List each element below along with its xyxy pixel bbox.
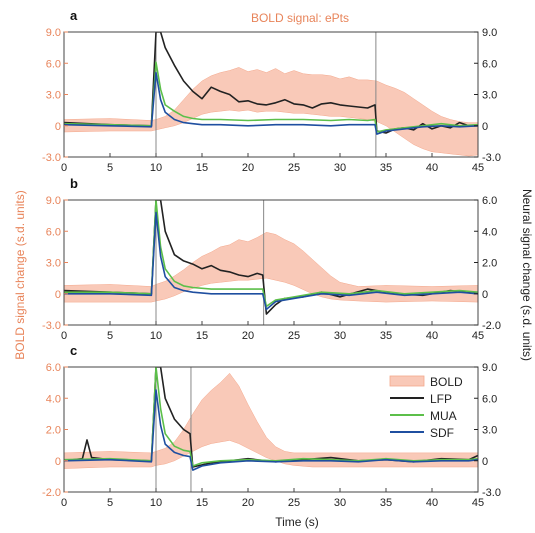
right-tick-label-c: 9.0 bbox=[482, 362, 497, 374]
left-tick-label-a: -3.0 bbox=[42, 152, 61, 164]
right-tick-label-a: 6.0 bbox=[482, 58, 497, 70]
x-tick-label-b: 10 bbox=[150, 330, 162, 342]
panel-letter-a: a bbox=[70, 8, 78, 23]
legend-label-sdf: SDF bbox=[430, 426, 454, 440]
x-tick-label-b: 25 bbox=[288, 330, 300, 342]
left-tick-label-c: 6.0 bbox=[46, 362, 61, 374]
left-tick-label-c: 2.0 bbox=[46, 425, 61, 437]
series-mua-b bbox=[64, 200, 478, 308]
left-tick-label-c: 4.0 bbox=[46, 393, 61, 405]
left-tick-label-a: 0 bbox=[55, 121, 61, 133]
legend-label-mua: MUA bbox=[430, 409, 457, 423]
legend-swatch-bold bbox=[389, 375, 425, 387]
series-sdf-a bbox=[64, 71, 478, 135]
left-tick-label-c: -2.0 bbox=[42, 487, 61, 499]
left-y-axis-label: BOLD signal change (s.d. units) bbox=[13, 190, 27, 359]
x-tick-label-c: 20 bbox=[242, 497, 254, 509]
right-tick-label-a: 0 bbox=[482, 121, 488, 133]
left-tick-label-b: 0 bbox=[55, 289, 61, 301]
right-tick-label-c: 3.0 bbox=[482, 425, 497, 437]
right-tick-label-b: 4.0 bbox=[482, 226, 497, 238]
x-tick-label-a: 20 bbox=[242, 162, 254, 174]
x-tick-label-b: 45 bbox=[472, 330, 484, 342]
x-tick-label-a: 0 bbox=[61, 162, 67, 174]
legend-label-bold: BOLD bbox=[430, 375, 463, 389]
bold-envelope-a bbox=[64, 67, 478, 157]
series-sdf-c bbox=[64, 389, 478, 471]
panel-c: -2.002.04.06.0-3.003.06.09.00 5 10 15 20 25 30… bbox=[42, 343, 501, 509]
x-tick-label-b: 0 bbox=[61, 330, 67, 342]
right-tick-label-c: 6.0 bbox=[482, 393, 497, 405]
series-mua-c bbox=[64, 367, 478, 467]
x-tick-label-a: 35 bbox=[380, 162, 392, 174]
x-tick-label-b: 40 bbox=[426, 330, 438, 342]
left-tick-label-a: 3.0 bbox=[46, 90, 61, 102]
left-tick-label-a: 6.0 bbox=[46, 58, 61, 70]
x-tick-label-c: 35 bbox=[380, 497, 392, 509]
x-tick-label-a: 15 bbox=[196, 162, 208, 174]
x-tick-label-a: 10 bbox=[150, 162, 162, 174]
right-tick-label-b: 0 bbox=[482, 289, 488, 301]
right-tick-label-a: 9.0 bbox=[482, 27, 497, 39]
panel-b: -3.003.06.09.0-2.002.04.06.00 5 10 15 20 25 30… bbox=[42, 176, 501, 342]
x-tick-label-c: 0 bbox=[61, 497, 67, 509]
x-axis-label: Time (s) bbox=[275, 515, 319, 529]
right-tick-label-b: 6.0 bbox=[482, 195, 497, 207]
left-tick-label-c: 0 bbox=[55, 456, 61, 468]
left-tick-label-b: 9.0 bbox=[46, 195, 61, 207]
x-tick-label-a: 45 bbox=[472, 162, 484, 174]
x-tick-label-a: 40 bbox=[426, 162, 438, 174]
panel-a: -3.003.06.09.0-3.003.06.09.00 5 10 15 20 25 30… bbox=[42, 8, 501, 174]
x-tick-label-b: 20 bbox=[242, 330, 254, 342]
x-tick-label-c: 25 bbox=[288, 497, 300, 509]
x-tick-label-b: 5 bbox=[107, 330, 113, 342]
x-tick-label-b: 30 bbox=[334, 330, 346, 342]
panel-letter-c: c bbox=[70, 343, 77, 358]
right-tick-label-a: 3.0 bbox=[482, 90, 497, 102]
series-mua-a bbox=[64, 61, 478, 133]
x-tick-label-c: 45 bbox=[472, 497, 484, 509]
right-tick-label-c: -3.0 bbox=[482, 487, 501, 499]
x-tick-label-a: 5 bbox=[107, 162, 113, 174]
series-sdf-b bbox=[64, 211, 478, 311]
bold-envelope-b bbox=[64, 232, 478, 303]
right-tick-label-b: 2.0 bbox=[482, 258, 497, 270]
left-tick-label-b: -3.0 bbox=[42, 320, 61, 332]
x-tick-label-a: 30 bbox=[334, 162, 346, 174]
x-tick-label-a: 25 bbox=[288, 162, 300, 174]
left-tick-label-a: 9.0 bbox=[46, 27, 61, 39]
right-tick-label-c: 0 bbox=[482, 456, 488, 468]
panels-container: -3.003.06.09.0-3.003.06.09.00 5 10 15 20 25 30… bbox=[42, 8, 501, 509]
x-tick-label-c: 15 bbox=[196, 497, 208, 509]
left-tick-label-b: 3.0 bbox=[46, 258, 61, 270]
right-tick-label-a: -3.0 bbox=[482, 152, 501, 164]
x-tick-label-b: 35 bbox=[380, 330, 392, 342]
legend: BOLD LFP MUA SDF bbox=[389, 375, 463, 440]
figure-title: BOLD signal: ePts bbox=[251, 11, 349, 25]
right-tick-label-b: -2.0 bbox=[482, 320, 501, 332]
x-tick-label-c: 40 bbox=[426, 497, 438, 509]
x-tick-label-b: 15 bbox=[196, 330, 208, 342]
x-tick-label-c: 30 bbox=[334, 497, 346, 509]
right-y-axis-label: Neural signal change (s.d. units) bbox=[520, 189, 534, 361]
bold-envelope-c bbox=[64, 372, 478, 469]
legend-label-lfp: LFP bbox=[430, 392, 452, 406]
x-tick-label-c: 10 bbox=[150, 497, 162, 509]
panel-letter-b: b bbox=[70, 176, 78, 191]
left-tick-label-b: 6.0 bbox=[46, 226, 61, 238]
x-tick-label-c: 5 bbox=[107, 497, 113, 509]
